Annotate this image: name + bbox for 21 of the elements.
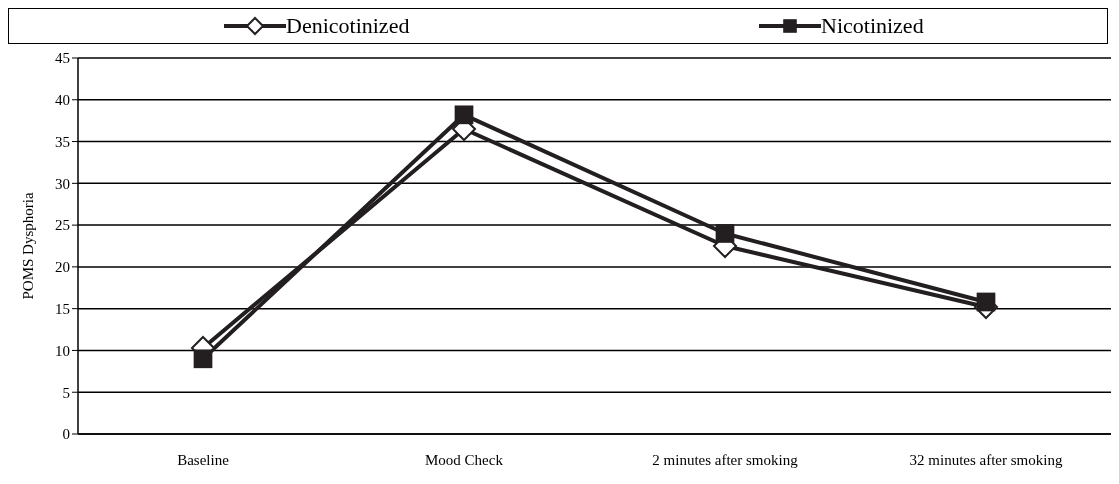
point — [715, 224, 735, 243]
y-tick-label: 20 — [55, 259, 70, 276]
y-tick-label: 45 — [55, 50, 70, 67]
x-tick-label: Mood Check — [425, 451, 504, 468]
x-tick-label: 2 minutes after smoking — [652, 451, 799, 468]
y-axis-title: POMS Dysphoria — [20, 192, 37, 300]
y-tick-label: 30 — [55, 175, 70, 192]
y-tick-label: 25 — [55, 217, 70, 234]
y-tick-label: 0 — [62, 426, 70, 443]
y-tick-label: 40 — [55, 92, 70, 109]
x-tick-label: 32 minutes after smoking — [909, 451, 1063, 468]
point — [976, 292, 996, 312]
y-tick-label: 35 — [55, 133, 70, 150]
y-tick-label: 15 — [55, 300, 70, 317]
y-tick-label: 5 — [62, 384, 70, 401]
legend-label: Denicotinized — [286, 13, 410, 39]
point — [193, 349, 213, 369]
y-tick-label: 10 — [55, 342, 70, 359]
x-tick-label: Baseline — [177, 451, 230, 468]
point — [454, 105, 474, 125]
legend-label: Nicotinized — [821, 13, 924, 39]
